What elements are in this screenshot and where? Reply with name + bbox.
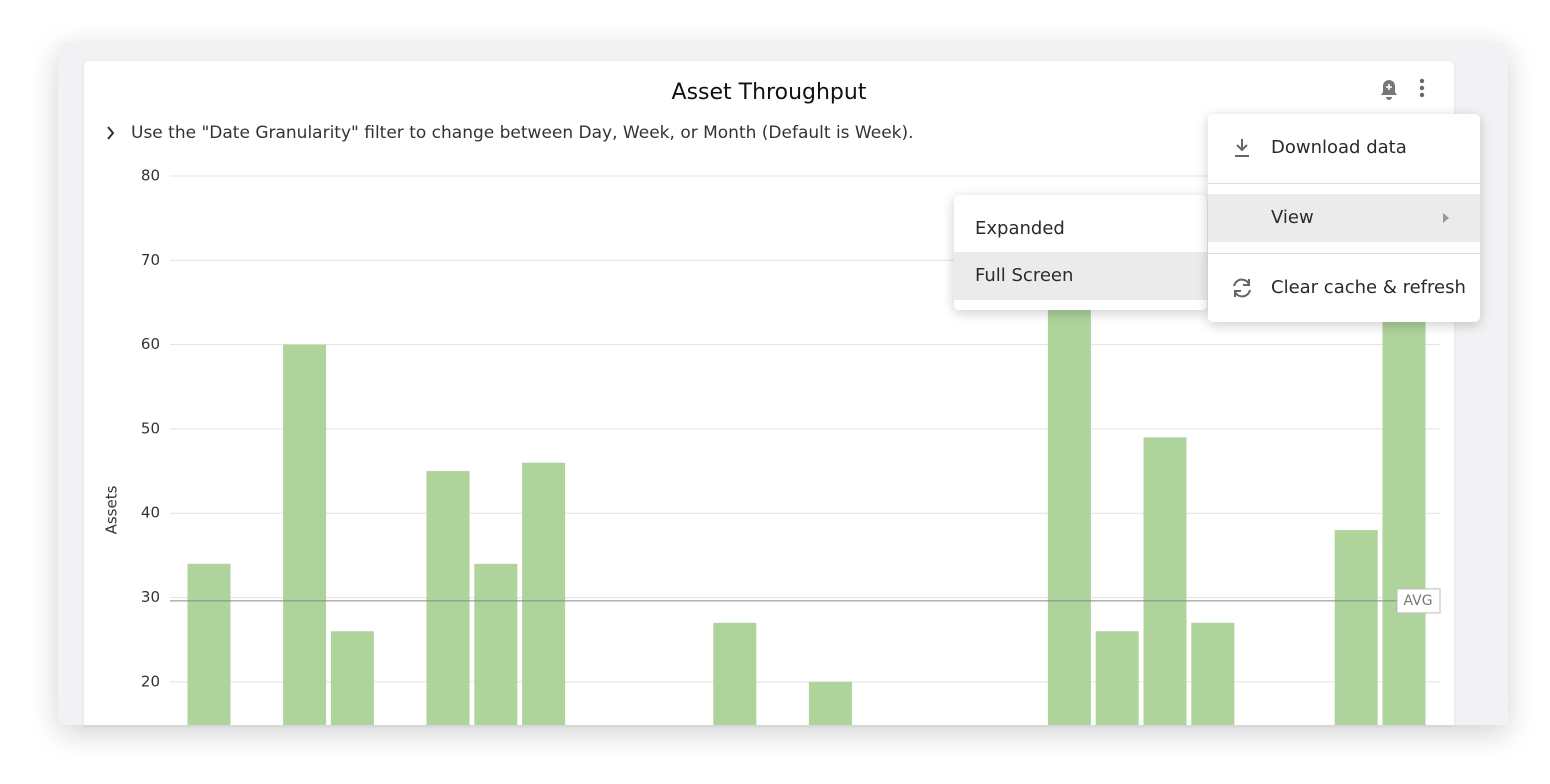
y-tick-label: 50 [141, 419, 160, 437]
alert-icon[interactable] [1381, 80, 1397, 100]
bar [426, 471, 470, 725]
menu-item[interactable]: View [1208, 194, 1480, 242]
bar [474, 563, 518, 725]
bar [187, 563, 231, 725]
bar [808, 681, 852, 725]
bar [522, 462, 566, 725]
bar [1143, 437, 1187, 725]
menu-item[interactable]: Expanded [975, 218, 1065, 239]
bar [1095, 631, 1139, 725]
chart-title: Asset Throughput [672, 80, 867, 105]
average-label: AVG [1403, 593, 1432, 609]
bar [283, 344, 327, 725]
bar [1047, 277, 1091, 725]
download-icon [1235, 139, 1249, 157]
submenu: Expanded Full Screen [954, 195, 1207, 310]
bar [713, 622, 757, 725]
y-tick-label: 30 [141, 588, 160, 606]
y-tick-label: 80 [141, 167, 160, 185]
menu-item[interactable]: Download data [1271, 137, 1407, 158]
average-label-box [1396, 588, 1441, 614]
bar [1191, 622, 1235, 725]
y-axis-label: Assets [103, 485, 121, 534]
expand-arrow[interactable] [107, 126, 115, 140]
y-tick-label: 40 [141, 504, 160, 522]
y-tick-label: 60 [141, 335, 160, 353]
refresh-icon [1233, 278, 1251, 298]
y-tick-label: 20 [141, 672, 160, 690]
note: Use the "Date Granularity" filter to cha… [131, 123, 914, 143]
y-tick-label: 70 [141, 251, 160, 269]
kebab-icon[interactable] [1419, 78, 1425, 98]
separator [1208, 253, 1480, 254]
menu: Download data View Clear cache & refresh [1208, 114, 1480, 322]
submenu-arrow [1443, 213, 1449, 223]
separator [1208, 183, 1480, 184]
menu-item[interactable]: Full Screen [954, 252, 1207, 300]
bar [1334, 530, 1378, 725]
bar [330, 631, 374, 725]
menu-item[interactable]: Clear cache & refresh [1271, 277, 1466, 298]
bar [1382, 260, 1426, 725]
